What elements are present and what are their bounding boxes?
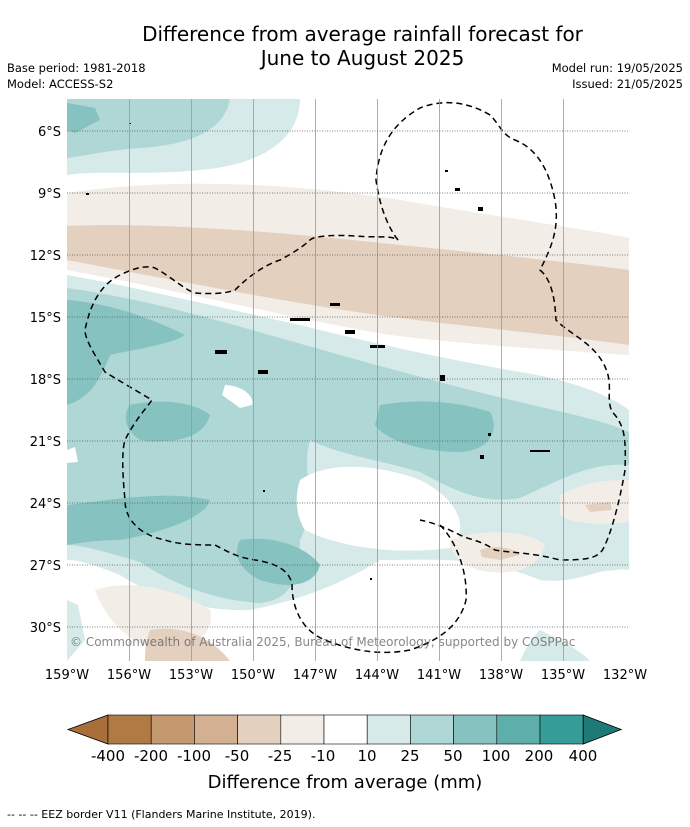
- colorbar-swatch: [497, 715, 540, 744]
- colorbar-tick: 50: [443, 747, 462, 765]
- lat-label: 9°S: [38, 187, 61, 202]
- lon-label: 138°W: [479, 668, 523, 683]
- rainfall-shading: © Commonwealth of Australia 2025, Bureau…: [67, 99, 629, 661]
- colorbar-tick: -400: [91, 747, 125, 765]
- colorbar-tick: -25: [268, 747, 293, 765]
- lat-label: 21°S: [30, 435, 61, 450]
- lon-label: 132°W: [603, 668, 647, 683]
- colorbar-swatch: [540, 715, 583, 744]
- forecast-map: © Commonwealth of Australia 2025, Bureau…: [0, 0, 690, 827]
- lon-label: 135°W: [541, 668, 585, 683]
- model-run-date: Model run: 19/05/2025: [552, 60, 683, 76]
- lon-label: 156°W: [107, 668, 151, 683]
- model-info: Base period: 1981-2018 Model: ACCESS-S2: [7, 60, 146, 92]
- colorbar-tick: -50: [225, 747, 250, 765]
- longitude-labels: 159°W 156°W 153°W 150°W 147°W 144°W 141°…: [45, 668, 647, 683]
- lat-label: 12°S: [30, 249, 61, 264]
- colorbar-tick: -100: [177, 747, 211, 765]
- copyright-notice: © Commonwealth of Australia 2025, Bureau…: [70, 635, 575, 649]
- lon-label: 141°W: [417, 668, 461, 683]
- lon-label: 159°W: [45, 668, 89, 683]
- eez-footnote: -- -- -- EEZ border V11 (Flanders Marine…: [7, 808, 315, 821]
- colorbar-swatch: [238, 715, 281, 744]
- model-name: Model: ACCESS-S2: [7, 76, 146, 92]
- colorbar-swatch: [324, 715, 367, 744]
- colorbar-swatch: [454, 715, 497, 744]
- lon-label: 144°W: [355, 668, 399, 683]
- colorbar-swatch: [281, 715, 324, 744]
- colorbar-tick: -200: [134, 747, 168, 765]
- latitude-labels: 6°S 9°S 12°S 15°S 18°S 21°S 24°S 27°S 30…: [30, 125, 61, 636]
- lon-label: 147°W: [293, 668, 337, 683]
- issued-date: Issued: 21/05/2025: [552, 76, 683, 92]
- colorbar-swatch: [367, 715, 410, 744]
- colorbar-tick: 25: [400, 747, 419, 765]
- lat-label: 27°S: [30, 559, 61, 574]
- colorbar-axis-label: Difference from average (mm): [208, 772, 483, 793]
- colorbar-tick: 100: [482, 747, 511, 765]
- lat-label: 15°S: [30, 311, 61, 326]
- colorbar-tick: -10: [311, 747, 336, 765]
- lon-label: 150°W: [231, 668, 275, 683]
- lat-label: 24°S: [30, 497, 61, 512]
- colorbar-tick: 10: [357, 747, 376, 765]
- colorbar: [68, 715, 621, 744]
- lat-label: 30°S: [30, 621, 61, 636]
- base-period: Base period: 1981-2018: [7, 60, 146, 76]
- colorbar-swatch: [194, 715, 237, 744]
- colorbar-tick-labels: -400 -200 -100 -50 -25 -10 10 25 50 100 …: [91, 747, 597, 765]
- colorbar-swatch: [151, 715, 194, 744]
- lon-label: 153°W: [169, 668, 213, 683]
- colorbar-tick: 200: [525, 747, 554, 765]
- colorbar-extend-low: [68, 715, 108, 744]
- colorbar-swatch: [410, 715, 453, 744]
- title-line-1: Difference from average rainfall forecas…: [0, 22, 690, 46]
- colorbar-tick: 400: [569, 747, 598, 765]
- lat-label: 6°S: [38, 125, 61, 140]
- run-info: Model run: 19/05/2025 Issued: 21/05/2025: [552, 60, 683, 92]
- lat-label: 18°S: [30, 373, 61, 388]
- colorbar-swatch: [108, 715, 151, 744]
- colorbar-extend-high: [583, 715, 621, 744]
